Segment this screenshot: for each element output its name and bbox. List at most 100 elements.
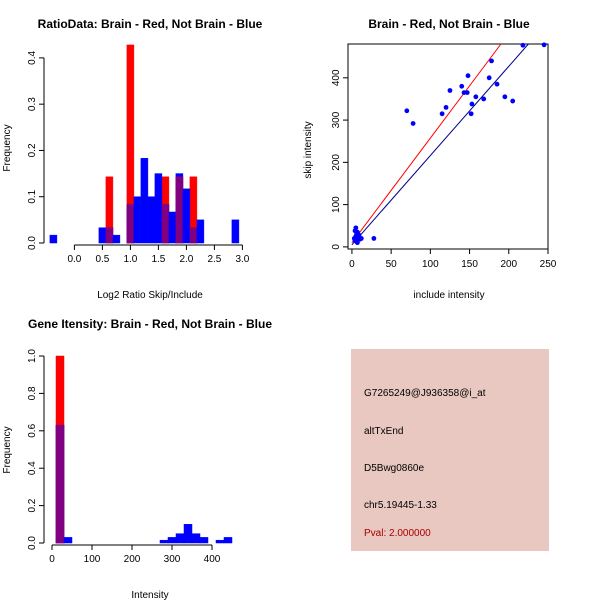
intensity-histogram-bar-not-brain: [223, 537, 233, 544]
scatter-point: [468, 111, 474, 117]
scatter-point: [481, 96, 487, 102]
ratio-histogram-panel: RatioData: Brain - Red, Not Brain - Blue…: [2, 17, 263, 301]
ratio-histogram-x-tick-label: 3.0: [235, 254, 249, 265]
scatter-point: [355, 240, 360, 246]
ratio-histogram-bar-overlap: [105, 227, 114, 244]
intensity-histogram-bar-not-brain: [183, 524, 193, 544]
ratio-histogram-x-tick-label: 2.0: [179, 254, 193, 265]
scatter-points: [351, 42, 547, 246]
probe-id: G7265249@J936358@i_at: [364, 388, 486, 399]
intensity-histogram-y-tick-label: 0.2: [27, 498, 38, 512]
scatter-title: Brain - Red, Not Brain - Blue: [368, 17, 530, 31]
ratio-histogram-bar-not-brain: [182, 188, 191, 244]
ratio-histogram-y-tick-label: 0.4: [27, 50, 38, 64]
scatter-x-tick-label: 200: [500, 259, 517, 270]
ratio-histogram-bar-overlap: [161, 204, 170, 244]
scatter-point: [510, 98, 516, 104]
scatter-fit-line: [351, 43, 502, 243]
info-panel-background: [351, 349, 549, 551]
scatter-point: [541, 42, 547, 48]
ratio-histogram-bar-overlap: [126, 204, 135, 244]
p-value: Pval: 2.000000: [364, 528, 431, 539]
ratio-histogram-bar-not-brain: [98, 227, 107, 244]
info-panel: G7265249@J936358@i_at altTxEnd D5Bwg0860…: [351, 349, 549, 551]
event-type: altTxEnd: [364, 426, 403, 437]
scatter-point: [502, 94, 508, 100]
scatter-y-tick-label: 400: [331, 69, 342, 86]
ratio-histogram-bar-not-brain: [140, 158, 149, 244]
ratio-histogram-y-tick-label: 0.0: [27, 236, 38, 250]
intensity-histogram-ylabel: Frequency: [2, 426, 13, 473]
scatter-ylabel: skip intensity: [303, 121, 314, 178]
ratio-histogram-y-tick-label: 0.3: [27, 97, 38, 111]
scatter-point: [486, 75, 492, 81]
scatter-point: [443, 105, 449, 110]
scatter-point: [464, 90, 470, 96]
scatter-fit-line: [351, 43, 529, 246]
ratio-histogram-title: RatioData: Brain - Red, Not Brain - Blue: [38, 17, 263, 31]
intensity-histogram-x-tick-label: 0: [49, 554, 55, 565]
scatter-x-tick-label: 100: [422, 259, 439, 270]
intensity-histogram-axes: 0 100 200 300 400 0.0 0.2 0.4 0.6 0.8 1.0: [27, 349, 221, 565]
intensity-histogram-bar-not-brain: [191, 533, 201, 544]
ratio-histogram-bar-not-brain: [196, 219, 205, 244]
intensity-histogram-x-tick-label: 100: [84, 554, 101, 565]
ratio-histogram-bar-not-brain: [147, 196, 156, 244]
scatter-y-tick-label: 100: [331, 196, 342, 213]
scatter-x-tick-label: 250: [540, 259, 557, 270]
ratio-histogram-axes: 0.0 0.5 1.0 1.5 2.0 2.5 3.0 0.0 0.1 0.2 0.3 0.4: [27, 50, 250, 265]
ratio-histogram-bar-not-brain: [231, 219, 240, 244]
ratio-histogram-bar-overlap: [175, 176, 184, 244]
ratio-histogram-bar-not-brain: [154, 173, 163, 244]
intensity-histogram-bar-overlap: [55, 424, 65, 544]
intensity-histogram-x-tick-label: 200: [124, 554, 141, 565]
ratio-histogram-ylabel: Frequency: [2, 124, 13, 171]
scatter-y-tick-label: 200: [331, 154, 342, 171]
intensity-histogram-y-tick-label: 0.0: [27, 536, 38, 550]
ratio-histogram-x-tick-label: 2.5: [207, 254, 221, 265]
scatter-point: [473, 94, 479, 100]
intensity-histogram-bar-not-brain: [63, 537, 73, 544]
scatter-x-tick-label: 50: [386, 259, 398, 270]
scatter-x-tick-label: 150: [461, 259, 478, 270]
ratio-histogram-x-tick-label: 0.0: [67, 254, 81, 265]
ratio-histogram-bars: [49, 44, 240, 244]
ratio-histogram-y-tick-label: 0.2: [27, 143, 38, 157]
intensity-histogram-xlabel: Intensity: [131, 590, 168, 600]
intensity-histogram-bar-not-brain: [215, 539, 225, 544]
scatter-point: [489, 58, 494, 64]
scatter-axes: 0 50 100 150 200 250 0 100 200 300 400: [331, 69, 557, 270]
scatter-point: [358, 236, 364, 241]
intensity-histogram-x-tick-label: 400: [204, 554, 221, 565]
ratio-histogram-x-tick-label: 1.0: [123, 254, 137, 265]
scatter-point: [469, 101, 475, 107]
intensity-histogram-x-tick-label: 300: [164, 554, 181, 565]
ratio-histogram-x-tick-label: 1.5: [151, 254, 165, 265]
ratio-histogram-bar-overlap: [189, 227, 198, 244]
intensity-histogram-bar-not-brain: [167, 537, 177, 544]
scatter-y-tick-label: 0: [331, 244, 342, 250]
scatter-point: [352, 228, 358, 234]
scatter-point: [439, 111, 445, 117]
intensity-histogram-panel: Gene Itensity: Brain - Red, Not Brain - …: [2, 317, 272, 600]
intensity-histogram-y-tick-label: 1.0: [27, 349, 38, 363]
scatter-point: [520, 42, 526, 48]
scatter-point: [465, 73, 471, 79]
ratio-histogram-xlabel: Log2 Ratio Skip/Include: [97, 290, 203, 301]
ratio-histogram-bar-not-brain: [49, 234, 58, 244]
intensity-histogram-y-tick-label: 0.6: [27, 423, 38, 437]
genomic-location: chr5.19445-1.33: [364, 500, 437, 511]
intensity-histogram-y-tick-label: 0.8: [27, 386, 38, 400]
ratio-histogram-y-tick-label: 0.1: [27, 189, 38, 203]
scatter-point: [356, 232, 362, 238]
scatter-y-tick-label: 300: [331, 111, 342, 128]
gene-name: D5Bwg0860e: [364, 463, 424, 474]
scatter-point: [371, 236, 377, 241]
intensity-histogram-y-tick-label: 0.4: [27, 461, 38, 475]
intensity-histogram-bars: [55, 355, 233, 544]
ratio-histogram-x-tick-label: 0.5: [95, 254, 109, 265]
scatter-point: [447, 88, 453, 93]
scatter-point: [410, 121, 416, 126]
intensity-histogram-title: Gene Itensity: Brain - Red, Not Brain - …: [28, 317, 272, 331]
